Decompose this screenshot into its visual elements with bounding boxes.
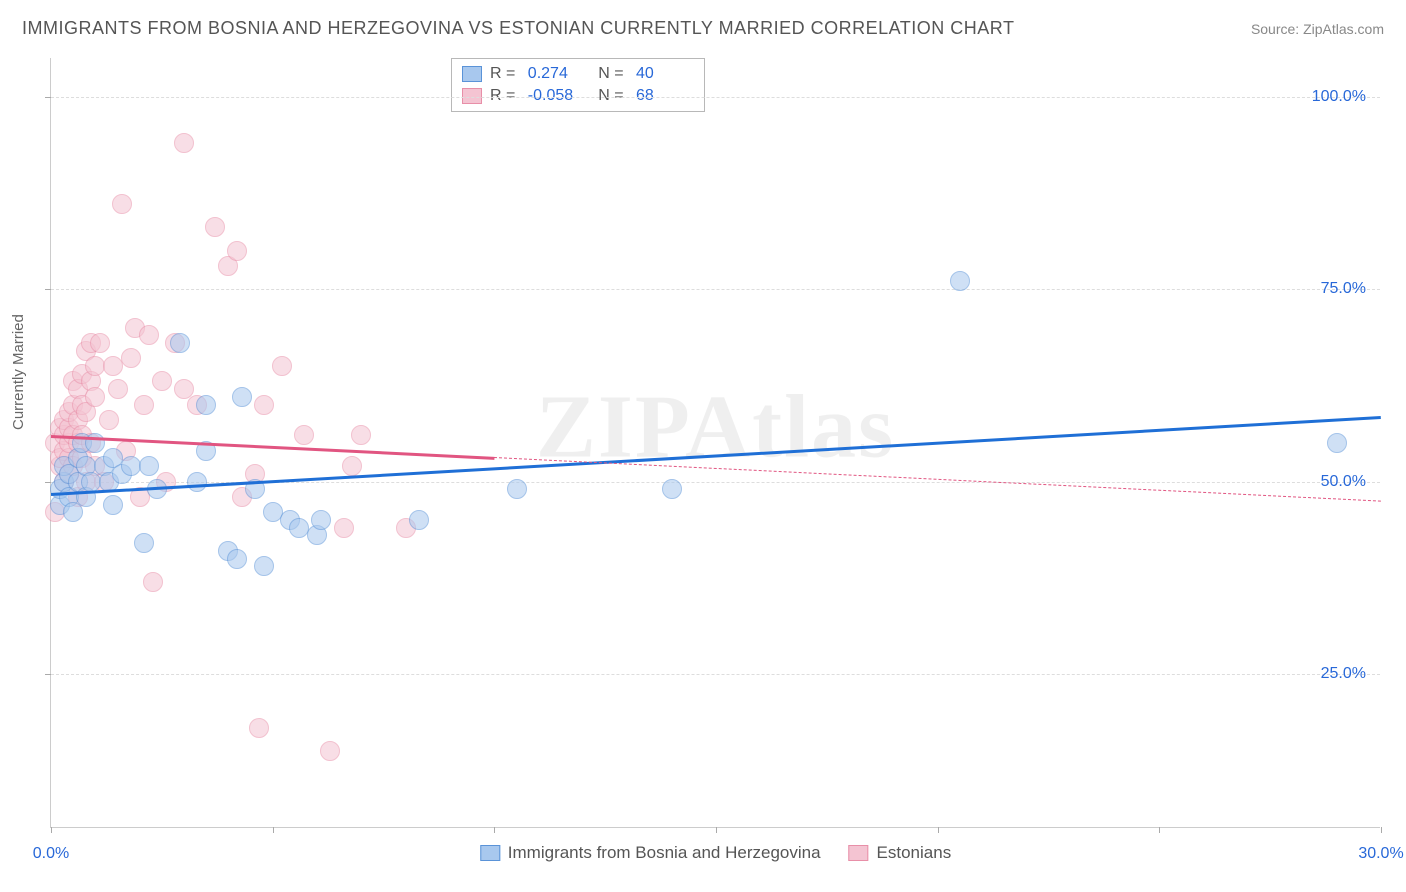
stats-n-label: N = [594,65,628,83]
data-point [342,456,362,476]
xtick-label: 0.0% [33,845,69,863]
data-point [950,271,970,291]
data-point [187,472,207,492]
data-point [134,395,154,415]
xtick-mark [1159,827,1160,833]
ytick-mark [45,482,51,483]
ytick-label: 100.0% [1312,88,1366,106]
data-point [205,217,225,237]
stats-row-bosnia: R = 0.274 N = 40 [462,63,694,85]
gridline [51,97,1380,98]
data-point [143,572,163,592]
data-point [170,333,190,353]
legend-item-estonians: Estonians [849,843,952,863]
stats-legend-box: R = 0.274 N = 40 R = -0.058 N = 68 [451,58,705,112]
y-axis-label: Currently Married [10,314,27,430]
stats-r-label: R = [490,65,520,83]
data-point [254,395,274,415]
data-point [196,395,216,415]
data-point [294,425,314,445]
ytick-label: 75.0% [1321,280,1366,298]
xtick-mark [51,827,52,833]
stats-n-bosnia: 40 [636,65,694,83]
data-point [139,325,159,345]
swatch-bosnia-icon [462,66,482,82]
data-point [112,194,132,214]
trend-line [51,416,1381,495]
gridline [51,289,1380,290]
xtick-mark [273,827,274,833]
data-point [90,333,110,353]
data-point [351,425,371,445]
ytick-mark [45,289,51,290]
chart-plot-area: ZIPAtlas R = 0.274 N = 40 R = -0.058 N =… [50,58,1380,828]
data-point [134,533,154,553]
xtick-mark [494,827,495,833]
data-point [311,510,331,530]
data-point [334,518,354,538]
data-point [227,549,247,569]
stats-r-bosnia: 0.274 [528,65,586,83]
data-point [139,456,159,476]
data-point [121,348,141,368]
legend-label-estonians: Estonians [877,843,952,863]
chart-source: Source: ZipAtlas.com [1251,21,1384,37]
ytick-mark [45,97,51,98]
chart-title: IMMIGRANTS FROM BOSNIA AND HERZEGOVINA V… [22,18,1014,39]
data-point [249,718,269,738]
xtick-mark [1381,827,1382,833]
ytick-mark [45,674,51,675]
data-point [152,371,172,391]
data-point [409,510,429,530]
gridline [51,674,1380,675]
data-point [662,479,682,499]
data-point [254,556,274,576]
data-point [507,479,527,499]
ytick-label: 50.0% [1321,473,1366,491]
legend-label-bosnia: Immigrants from Bosnia and Herzegovina [508,843,821,863]
data-point [232,387,252,407]
data-point [85,387,105,407]
xtick-mark [938,827,939,833]
data-point [1327,433,1347,453]
data-point [227,241,247,261]
xtick-label: 30.0% [1358,845,1403,863]
chart-header: IMMIGRANTS FROM BOSNIA AND HERZEGOVINA V… [22,18,1384,39]
ytick-label: 25.0% [1321,665,1366,683]
legend-item-bosnia: Immigrants from Bosnia and Herzegovina [480,843,821,863]
data-point [174,133,194,153]
bottom-legend: Immigrants from Bosnia and Herzegovina E… [480,843,951,863]
swatch-bosnia-icon [480,845,500,861]
trend-line [494,457,1381,502]
swatch-estonians-icon [849,845,869,861]
data-point [320,741,340,761]
data-point [272,356,292,376]
xtick-mark [716,827,717,833]
data-point [108,379,128,399]
data-point [99,410,119,430]
data-point [103,495,123,515]
